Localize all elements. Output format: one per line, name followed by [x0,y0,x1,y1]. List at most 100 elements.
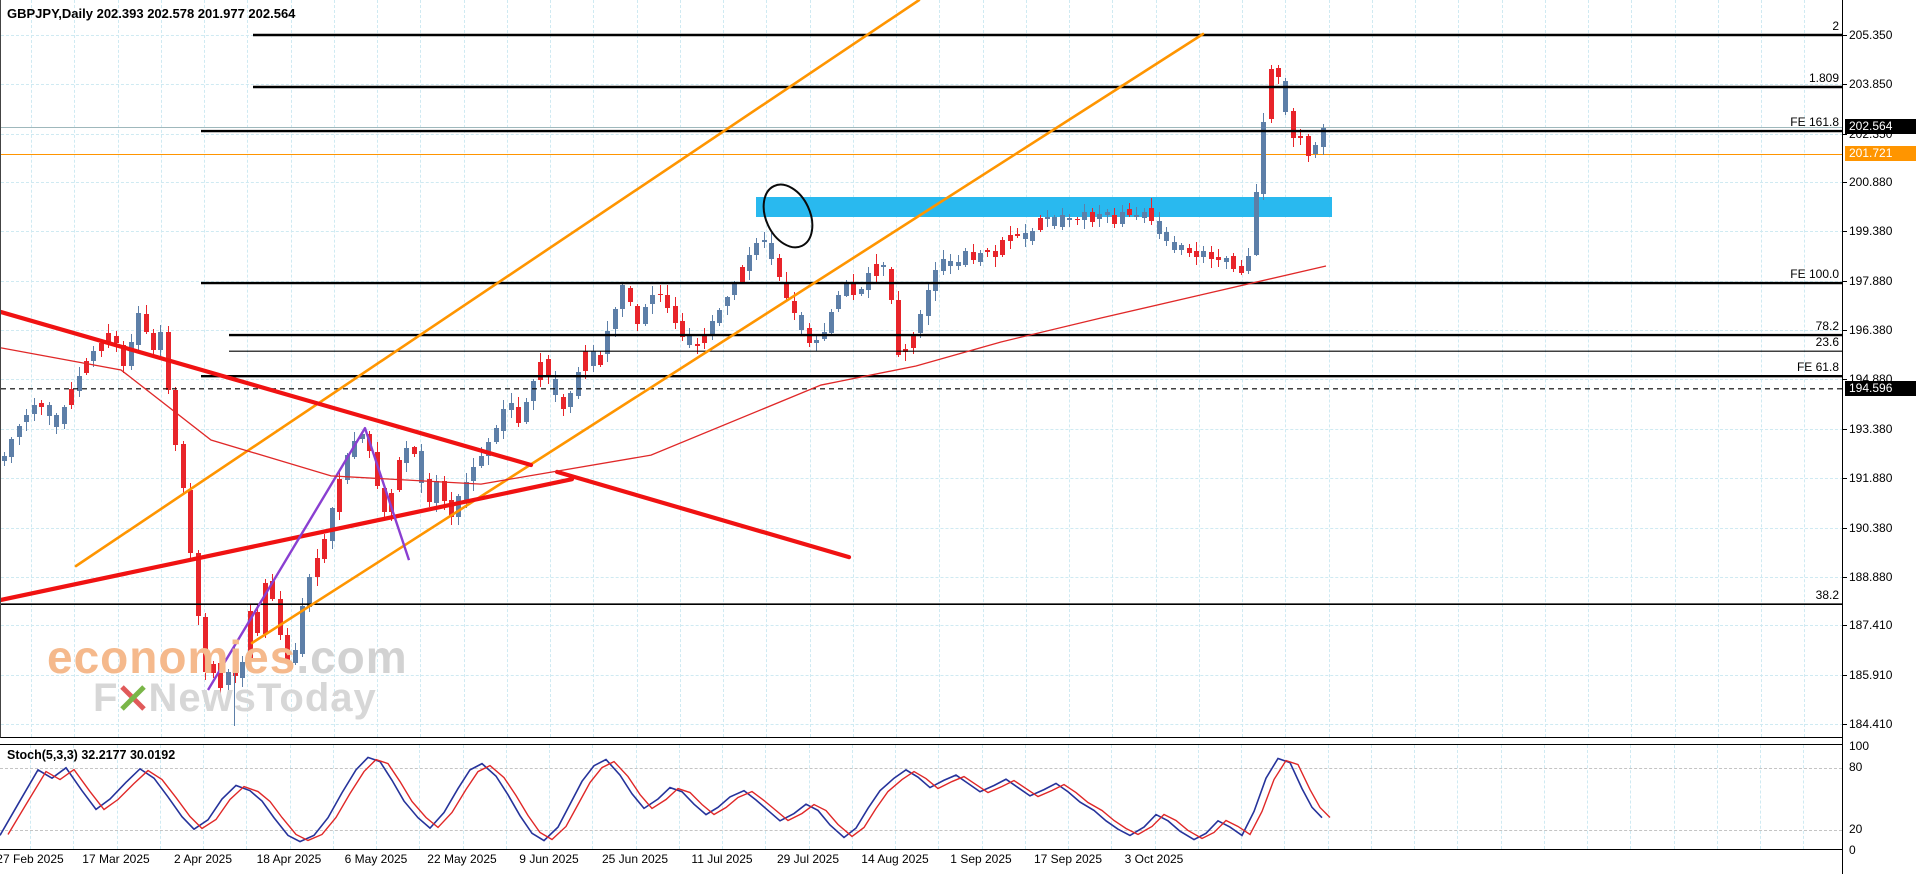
current-price-line [1,126,1843,128]
hgridline [1,280,1843,282]
candle-body [1156,220,1162,234]
candle-body [91,351,97,362]
candle-body [1298,136,1304,138]
price-axis-label: 203.850 [1849,77,1893,92]
candle-body [113,335,119,344]
price-axis-label: 199.380 [1849,224,1893,239]
price-axis-label: 190.380 [1849,520,1893,535]
candle-body [1067,217,1073,220]
candle-body [1089,211,1095,222]
date-axis-label: 6 May 2025 [344,852,408,866]
candle-body [1253,192,1259,255]
hgridline [1,625,1843,627]
candle-body [799,314,805,330]
price-axis-tick [1843,428,1847,430]
level-label: 78.2 [1815,319,1839,334]
candle-body [501,408,507,431]
candle-body [285,634,291,663]
price-axis-tick [1843,625,1847,627]
vgridline [1760,745,1761,849]
candle-body [1037,218,1043,230]
candle-body [210,663,216,673]
stoch-axis-label: 80 [1849,759,1863,774]
candle-wick [987,248,989,257]
candle-body [1238,265,1244,273]
candle-body [449,500,454,517]
candle-body [739,267,745,282]
vgridline [31,0,32,737]
price-badge: 201.721 [1845,146,1916,162]
watermark-economies: economies.com [47,631,408,683]
candle-body [918,314,924,333]
candle-body [620,285,626,309]
candle-body [121,345,127,366]
vgridline [289,745,291,849]
candle-body [158,331,164,350]
candle-body [486,441,492,456]
stochastic-panel[interactable] [0,744,1842,850]
candle-body [352,441,358,457]
vgridline [1111,745,1113,849]
candle-body [881,265,887,267]
candle-body [307,576,313,607]
vgridline [1415,0,1416,737]
candle-body [657,293,663,296]
candle-body [434,480,440,504]
price-axis-tick [1843,84,1847,86]
vgridline [1285,0,1287,737]
candle-body [1305,136,1311,156]
level-label: 2 [1832,19,1839,33]
candle-body [1313,145,1319,154]
vgridline [1112,0,1114,737]
candle-body [83,360,89,374]
vgridline [939,0,941,737]
candle-body [31,404,37,415]
candle-body [314,557,320,577]
candle-body [508,402,514,410]
candle-body [1179,245,1185,250]
candle-body [635,305,641,325]
candle-body [1216,257,1222,261]
candle-body [396,460,402,490]
candle-body [255,611,261,634]
orange-price-line [1,154,1843,156]
candle-body [538,361,544,380]
candle-body [404,447,410,464]
candle-body [985,249,991,252]
vgridline [1587,745,1588,849]
candle-body [1201,251,1207,258]
vgridline [74,0,76,737]
vgridline [1458,0,1460,737]
vgridline [1370,745,1372,849]
price-axis[interactable]: 205.350 203.850 202.350 200.880 199.380 197.8… [1842,0,1916,874]
hgridline [1,723,1843,725]
candle-body [1022,232,1028,239]
hgridline [1,428,1843,430]
candle-body [54,414,60,427]
candle-body [687,335,693,345]
vgridline [1197,745,1199,849]
vgridline [1371,0,1373,737]
vgridline [766,0,768,737]
hgridline [1,182,1843,184]
vgridline [332,745,334,849]
candle-body [389,492,395,512]
vgridline [1327,745,1329,849]
candle-body [463,481,469,501]
price-chart-panel[interactable]: economies.com F NewsToday 2 1.809 FE 161.8 F… [0,0,1843,738]
candle-body [1112,214,1118,225]
vgridline [1068,745,1069,849]
candle-body [963,251,969,266]
candle-body [24,414,30,423]
candle-body [1171,241,1177,250]
candle-body [419,451,425,483]
candle-body [761,240,767,243]
vgridline [981,745,983,849]
candle-body [262,582,268,635]
vgridline [549,745,550,849]
candle-body [709,321,715,336]
level-label: FE 100.0 [1790,267,1839,282]
candle-body [1283,80,1289,112]
date-axis-label: 2 Apr 2025 [173,852,233,866]
candle-wick [1106,209,1108,223]
